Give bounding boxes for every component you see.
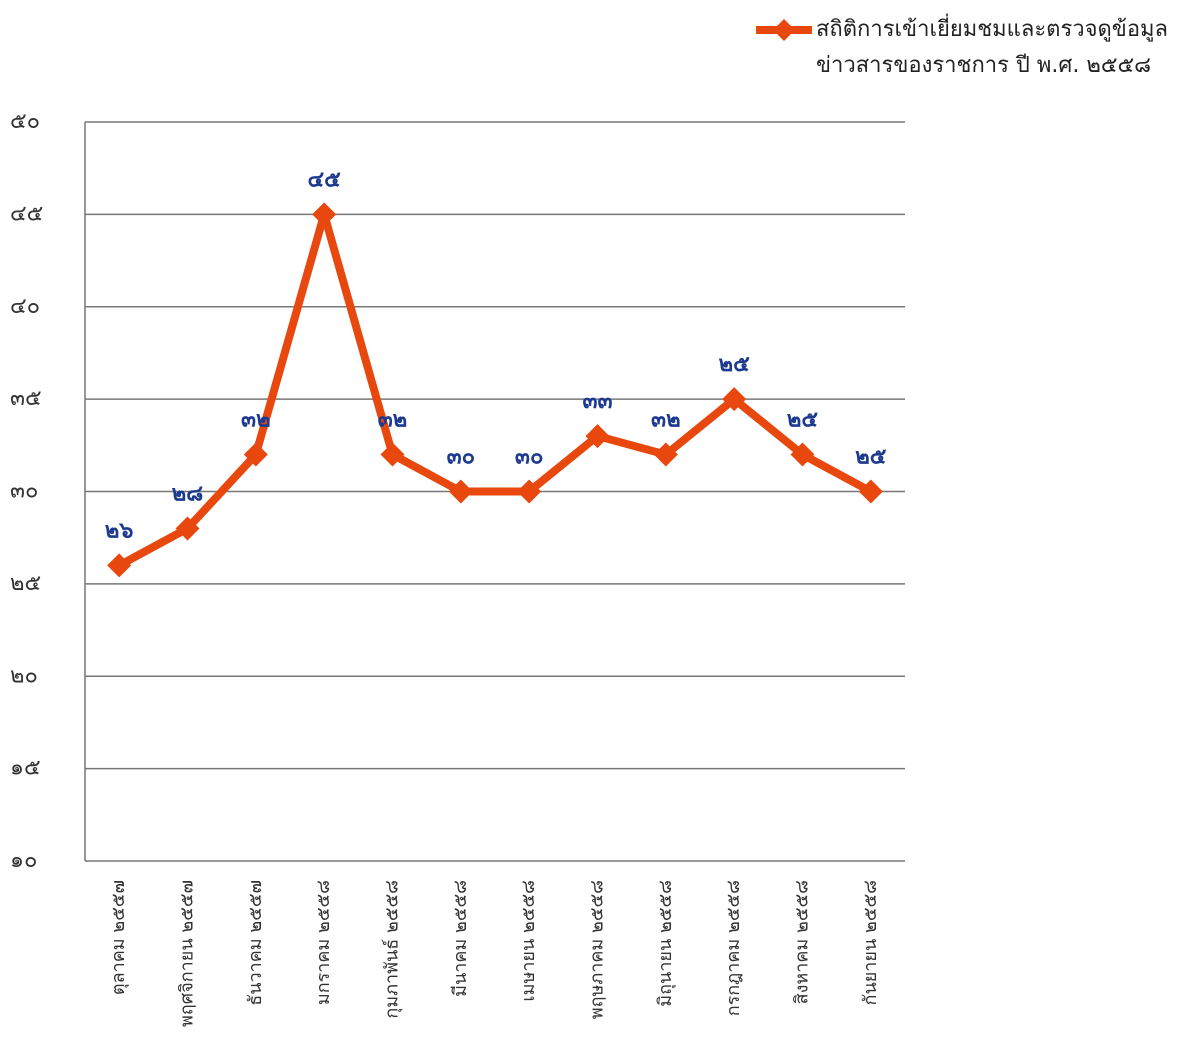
data-label: ๓๓ (582, 389, 612, 414)
legend-marker (773, 19, 795, 41)
y-tick-label: ๕๐ (10, 109, 40, 134)
x-tick-label: กันยายน ๒๕๕๘ (860, 880, 881, 1005)
y-tick-label: ๓๕ (10, 386, 42, 411)
point-marker (517, 479, 542, 504)
point-marker (380, 442, 405, 467)
x-tick-label: มีนาคม ๒๕๕๘ (450, 880, 471, 997)
data-label: ๒๕ (855, 445, 887, 470)
x-tick-label: ธันวาคม ๒๕๕๗ (245, 880, 266, 1006)
data-label: ๓๒ (651, 408, 681, 433)
legend: สถิติการเข้าเยี่ยมชมและตรวจดูข้อมูลข่าวส… (754, 12, 1174, 84)
point-marker (790, 442, 815, 467)
point-marker (175, 516, 200, 541)
x-tick-label: เมษายน ๒๕๕๘ (518, 880, 539, 1002)
point-marker (722, 387, 747, 412)
x-tick-label: มกราคม ๒๕๕๘ (313, 880, 334, 1005)
point-marker (858, 479, 883, 504)
legend-key (756, 19, 812, 41)
y-tick-label: ๔๕ (10, 201, 43, 226)
data-label: ๓๒ (378, 408, 408, 433)
y-tick-label: ๔๐ (10, 294, 40, 319)
x-tick-label: กุมภาพันธ์ ๒๕๕๘ (382, 880, 403, 1019)
data-label: ๔๕ (308, 167, 342, 192)
data-label: ๓๐ (515, 445, 543, 470)
legend-label: สถิติการเข้าเยี่ยมชมและตรวจดูข้อมูลข่าวส… (816, 17, 1169, 78)
y-tick-label: ๓๐ (10, 479, 38, 504)
series-line (117, 210, 873, 569)
data-label: ๒๕ (787, 408, 819, 433)
point-marker (585, 424, 610, 449)
point-marker (243, 442, 268, 467)
data-label: ๓๒ (241, 408, 271, 433)
x-tick-label: พฤศจิกายน ๒๕๕๗ (177, 880, 198, 1027)
y-tick-label: ๒๕ (10, 571, 41, 596)
point-marker (448, 479, 473, 504)
x-tick-label: กรกฎาคม ๒๕๕๘ (723, 880, 744, 1016)
data-label: ๒๘ (172, 481, 204, 506)
data-label: ๒๖ (105, 518, 134, 543)
x-tick-label: สิงหาคม ๒๕๕๘ (792, 880, 813, 1004)
x-tick-label: พฤษภาคม ๒๕๕๘ (587, 880, 608, 1019)
point-marker (107, 553, 132, 578)
y-tick-label: ๑๐ (10, 848, 37, 873)
point-marker (653, 442, 678, 467)
point-marker (312, 202, 337, 227)
y-tick-label: ๒๐ (10, 663, 38, 688)
y-tick-label: ๑๕ (10, 756, 41, 781)
x-tick-label: ตุลาคม ๒๕๕๗ (108, 880, 129, 995)
data-label: ๒๕ (719, 352, 751, 377)
data-label: ๓๐ (447, 445, 475, 470)
x-tick-label: มิถุนายน ๒๕๕๘ (655, 880, 676, 1007)
